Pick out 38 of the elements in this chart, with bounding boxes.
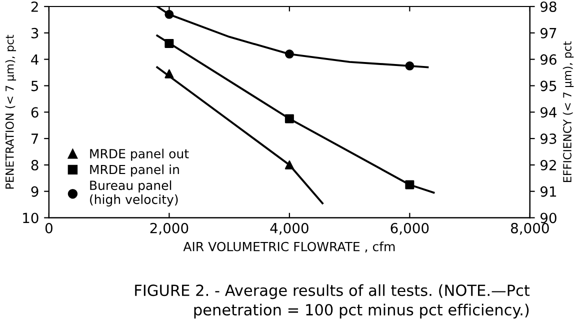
point: [164, 69, 174, 78]
x-axis-title: AIR VOLUMETRIC FLOWRATE , cfm: [183, 242, 395, 253]
y2-tick-label: 93: [540, 134, 556, 144]
x-tick-label: 2,000: [150, 222, 188, 235]
point: [164, 10, 174, 19]
y-tick-label: 2: [31, 1, 38, 12]
y2-tick-label: 98: [540, 1, 556, 12]
point: [405, 61, 414, 70]
y2-axis-title: EFFICIENCY (< 7 µm), pct: [562, 41, 574, 182]
y-tick-label: 3: [31, 28, 38, 38]
x-tick-label: 6,000: [390, 222, 429, 235]
y2-tick-label: 96: [540, 54, 556, 65]
legend-label: Bureau panel (high velocity): [90, 180, 178, 206]
x-tick-label: 8,000: [510, 222, 549, 235]
point: [284, 114, 294, 124]
x-tick-label: 4,000: [270, 222, 308, 235]
y2-tick-label: 94: [540, 107, 557, 118]
y-tick-label: 6: [31, 107, 38, 118]
y2-tick-label: 97: [540, 28, 556, 38]
y2-tick-label: 91: [540, 186, 556, 197]
y-tick-label: 4: [31, 54, 38, 65]
point: [284, 50, 294, 59]
y2-tick-label: 95: [540, 80, 556, 92]
y-tick-label: 9: [31, 186, 38, 197]
y2-tick-label: 90: [540, 212, 556, 224]
y-tick-label: 8: [31, 160, 38, 170]
point: [284, 160, 294, 170]
caption: FIGURE 2. - Average results of all tests. (NOTE.—Pct penetration = 100 pct minus pct efficiency.): [135, 284, 530, 318]
point: [405, 180, 414, 190]
legend-label: MRDE panel in: [90, 164, 179, 177]
x-tick-label: 0: [45, 222, 52, 234]
y-tick-label: 10: [23, 212, 38, 224]
legend-label: MRDE panel out: [90, 148, 189, 161]
y-tick-label: 7: [32, 134, 38, 144]
y-axis-title: PENETRATION (< 7 µm), pct: [5, 34, 16, 189]
point: [164, 38, 174, 48]
y2-tick-label: 92: [540, 160, 556, 170]
y-tick-label: 5: [31, 80, 38, 92]
